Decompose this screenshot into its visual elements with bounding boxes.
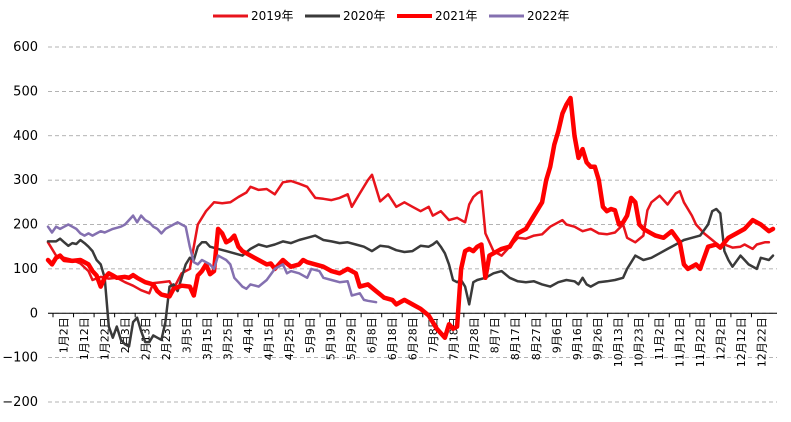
x-tick-label: 10月13日: [612, 317, 625, 367]
series-lines: [45, 95, 776, 348]
y-tick-label: 0: [30, 306, 38, 321]
legend: 2019年 2020年 2021年 2022年: [213, 9, 570, 23]
y-tick-label: 500: [13, 84, 38, 99]
x-tick-label: 12月22日: [756, 317, 769, 367]
x-tick-label: 7月28日: [468, 317, 481, 360]
y-tick-label: 300: [13, 173, 38, 188]
y-tick-label: 200: [13, 218, 38, 233]
y-tick-label: 100: [13, 262, 38, 277]
x-tick-label: 5月29日: [345, 317, 358, 360]
x-tick-label: 12月12日: [735, 317, 748, 367]
x-tick-label: 4月15日: [263, 317, 276, 360]
x-axis: 1月2日 1月12日 1月22日 2月3日 2月13日 2月23日 3月5日 3月15日 3月2…: [48, 312, 777, 367]
x-tick-label: 10月23日: [632, 317, 645, 367]
x-tick-label: 8月17日: [509, 317, 522, 360]
x-tick-label: 4月4日: [242, 317, 255, 353]
x-tick-label: 9月16日: [571, 317, 584, 360]
x-tick-label: 5月19日: [324, 317, 337, 360]
x-tick-label: 6月8日: [365, 317, 378, 353]
legend-label: 2022年: [527, 9, 570, 23]
x-tick-label: 3月25日: [222, 317, 235, 360]
x-tick-label: 8月27日: [530, 317, 543, 360]
x-tick-label: 1月12日: [78, 317, 91, 360]
series-line-4: [46, 214, 378, 304]
x-tick-label: 12月2日: [715, 317, 728, 360]
x-tick-label: 4月25日: [283, 317, 296, 360]
y-axis: −200 −100 0 100 200 300 400 500 600: [2, 40, 38, 410]
x-tick-label: 1月2日: [57, 317, 70, 353]
x-tick-label: 9月6日: [550, 317, 563, 353]
y-tick-label: 600: [13, 40, 38, 55]
x-tick-label: 11月12日: [674, 317, 687, 367]
legend-label: 2021年: [435, 9, 478, 23]
legend-label: 2019年: [251, 9, 294, 23]
x-tick-label: 2月13日: [139, 317, 152, 360]
series-line-1: [46, 173, 771, 295]
x-tick-label: 3月15日: [201, 317, 214, 360]
x-tick-label: 5月9日: [304, 317, 317, 353]
x-tick-label: 8月7日: [489, 317, 502, 353]
series-line-2: [46, 207, 775, 348]
x-tick-label: 6月28日: [407, 317, 420, 360]
legend-label: 2020年: [343, 9, 386, 23]
x-tick-label: 6月18日: [386, 317, 399, 360]
y-tick-label: 400: [13, 129, 38, 144]
y-tick-label: −200: [2, 395, 38, 410]
x-tick-label: 9月26日: [591, 317, 604, 360]
x-tick-label: 3月5日: [181, 317, 194, 353]
series-line-3: [45, 95, 776, 340]
y-tick-label: −100: [2, 351, 38, 366]
x-tick-label: 11月2日: [653, 317, 666, 360]
x-tick-label: 11月22日: [694, 317, 707, 367]
